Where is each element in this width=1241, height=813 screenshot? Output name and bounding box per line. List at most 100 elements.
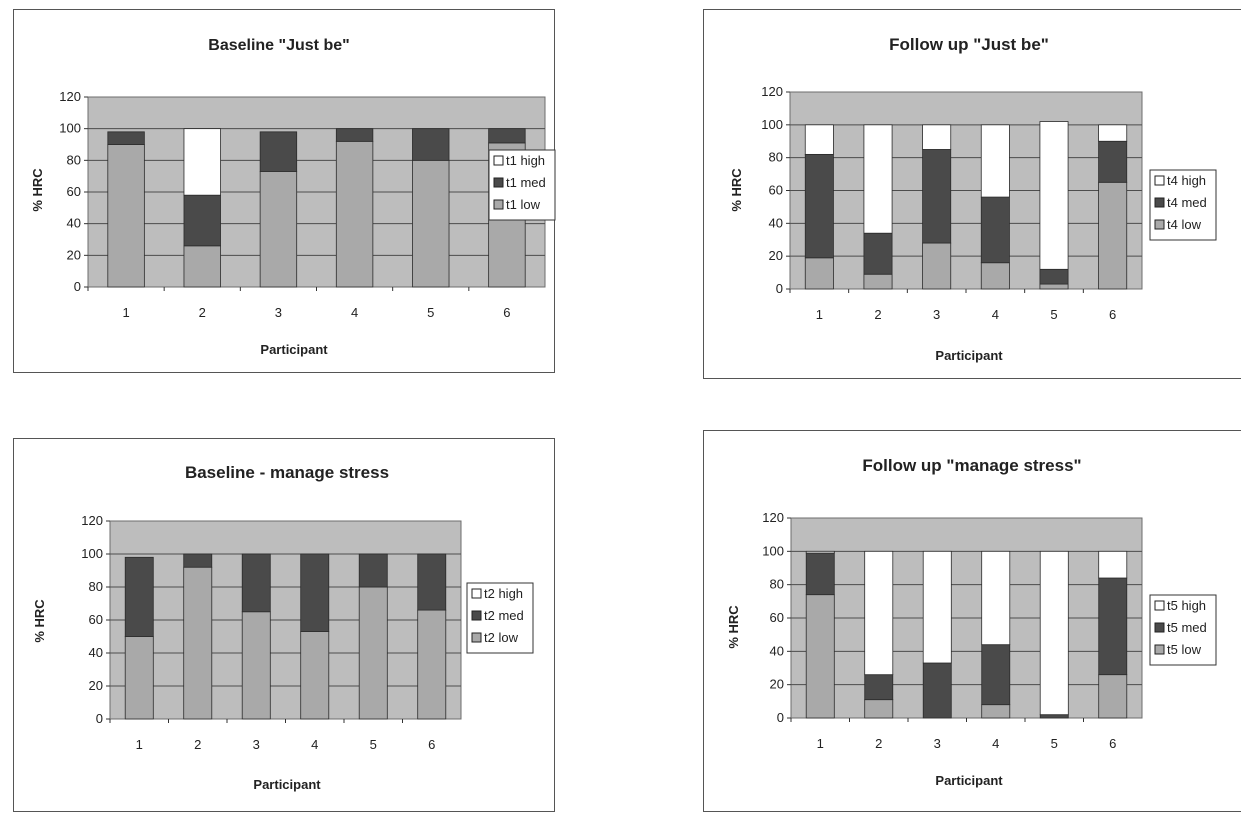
bar-segment-t1-low-p1 bbox=[107, 144, 145, 288]
y-axis-label: % HRC bbox=[30, 168, 45, 212]
x-tick-label: 3 bbox=[934, 736, 941, 751]
bar-segment-t5-high-p1 bbox=[805, 550, 835, 554]
bar-segment-t2-low-p5 bbox=[358, 586, 388, 720]
bar-segment-t2-low-p4 bbox=[300, 631, 330, 720]
y-tick-label: 40 bbox=[769, 215, 783, 230]
bar-segment-t4-med-p1 bbox=[804, 153, 834, 259]
y-tick-label: 20 bbox=[770, 677, 784, 692]
bar-segment-t5-low-p6 bbox=[1098, 674, 1128, 719]
y-tick-label: 100 bbox=[762, 543, 784, 558]
y-tick-label: 0 bbox=[776, 281, 783, 296]
chart-title: Follow up "Just be" bbox=[889, 35, 1049, 54]
y-tick-label: 40 bbox=[67, 216, 81, 231]
bar-segment-t5-high-p4 bbox=[981, 550, 1011, 646]
bar-segment-t1-med-p5 bbox=[412, 128, 450, 161]
y-axis-label: % HRC bbox=[726, 605, 741, 649]
legend-swatch-t4-med bbox=[1154, 197, 1165, 208]
chart-title: Baseline "Just be" bbox=[208, 37, 349, 54]
x-tick-label: 5 bbox=[370, 737, 377, 752]
bar-segment-t4-med-p3 bbox=[922, 149, 952, 244]
legend-swatch-t2-low bbox=[471, 632, 482, 643]
legend-swatch-t5-med bbox=[1154, 622, 1165, 633]
legend-swatch-t5-low bbox=[1154, 644, 1165, 655]
y-axis-label: % HRC bbox=[32, 599, 47, 643]
bar-segment-t5-med-p5 bbox=[1039, 714, 1069, 719]
legend-label-t2-low: t2 low bbox=[484, 630, 519, 645]
y-tick-label: 80 bbox=[89, 579, 103, 594]
legend-swatch-t5-high bbox=[1154, 600, 1165, 611]
bar-segment-t4-med-p2 bbox=[863, 232, 893, 275]
x-tick-label: 1 bbox=[816, 307, 823, 322]
bar-segment-t5-med-p2 bbox=[864, 674, 894, 701]
legend-swatch-t2-med bbox=[471, 610, 482, 621]
y-tick-label: 80 bbox=[67, 152, 81, 167]
x-tick-label: 3 bbox=[253, 737, 260, 752]
bar-segment-t5-med-p1 bbox=[805, 552, 835, 596]
y-tick-label: 60 bbox=[89, 612, 103, 627]
legend-label-t4-med: t4 med bbox=[1167, 195, 1207, 210]
y-tick-label: 120 bbox=[59, 89, 81, 104]
y-tick-label: 20 bbox=[67, 247, 81, 262]
bar-segment-t2-med-p5 bbox=[358, 553, 388, 588]
y-tick-label: 120 bbox=[81, 513, 103, 528]
bar-segment-t5-low-p1 bbox=[805, 594, 835, 719]
y-tick-label: 120 bbox=[761, 84, 783, 99]
bar-segment-t2-med-p1 bbox=[124, 556, 154, 637]
bar-segment-t5-high-p6 bbox=[1098, 550, 1128, 579]
x-tick-label: 4 bbox=[992, 307, 999, 322]
bar-segment-t2-low-p1 bbox=[124, 636, 154, 720]
chart-panel-followup-manage-stress: Follow up "manage stress" % HRC Particip… bbox=[703, 430, 1241, 812]
bar-segment-t1-high-p2 bbox=[183, 128, 221, 196]
x-tick-label: 1 bbox=[136, 737, 143, 752]
x-tick-label: 2 bbox=[875, 736, 882, 751]
y-tick-label: 80 bbox=[770, 577, 784, 592]
x-tick-label: 5 bbox=[1050, 307, 1057, 322]
y-tick-label: 60 bbox=[67, 184, 81, 199]
bar-segment-t4-low-p3 bbox=[922, 242, 952, 290]
x-tick-label: 4 bbox=[992, 736, 999, 751]
y-axis-label: % HRC bbox=[729, 168, 744, 212]
chart-svg: Follow up "manage stress" % HRC Particip… bbox=[726, 456, 1217, 788]
bar-segment-t4-med-p4 bbox=[980, 196, 1010, 264]
x-axis-label: Participant bbox=[260, 342, 328, 357]
x-tick-label: 2 bbox=[194, 737, 201, 752]
chart-title: Baseline - manage stress bbox=[185, 463, 389, 482]
bar-segment-t5-high-p2 bbox=[864, 550, 894, 676]
bar-segment-t4-high-p2 bbox=[863, 124, 893, 234]
chart-svg: Baseline "Just be" % HRC Participant 0 20… bbox=[30, 37, 556, 357]
legend: t4 high t4 med t4 low bbox=[1149, 169, 1217, 241]
y-tick-label: 40 bbox=[89, 645, 103, 660]
x-tick-label: 3 bbox=[933, 307, 940, 322]
bar-segment-t4-high-p1 bbox=[804, 124, 834, 155]
legend-swatch-t4-low bbox=[1154, 219, 1165, 230]
bar-segment-t2-low-p2 bbox=[183, 566, 213, 720]
legend-swatch-t1-med bbox=[493, 177, 504, 188]
x-tick-label: 1 bbox=[817, 736, 824, 751]
x-tick-label: 1 bbox=[122, 305, 129, 320]
y-tick-label: 120 bbox=[762, 510, 784, 525]
chart-panel-followup-just-be: Follow up "Just be" % HRC Participant 0 2… bbox=[703, 9, 1241, 379]
chart-svg: Follow up "Just be" % HRC Participant 0 2… bbox=[729, 35, 1217, 363]
x-tick-label: 2 bbox=[199, 305, 206, 320]
bar-segment-t5-med-p4 bbox=[981, 644, 1011, 706]
legend-swatch-t2-high bbox=[471, 588, 482, 599]
chart-svg: Baseline - manage stress % HRC Participa… bbox=[32, 463, 534, 792]
y-tick-label: 100 bbox=[59, 121, 81, 136]
y-tick-label: 0 bbox=[777, 710, 784, 725]
chart-title: Follow up "manage stress" bbox=[862, 456, 1081, 475]
bar-segment-t4-low-p6 bbox=[1098, 181, 1128, 290]
legend-label-t5-med: t5 med bbox=[1167, 620, 1207, 635]
legend: t2 high t2 med t2 low bbox=[466, 582, 534, 654]
y-tick-label: 100 bbox=[761, 117, 783, 132]
legend-label-t1-low: t1 low bbox=[506, 197, 541, 212]
bar-segment-t5-med-p3 bbox=[922, 662, 952, 719]
legend-swatch-t1-low bbox=[493, 199, 504, 210]
bar-segment-t4-low-p2 bbox=[863, 273, 893, 290]
bar-segment-t1-med-p1 bbox=[107, 131, 145, 145]
bar-segment-t2-low-p3 bbox=[241, 611, 271, 720]
legend-swatch-t4-high bbox=[1154, 175, 1165, 186]
x-tick-label: 4 bbox=[351, 305, 358, 320]
legend-label-t1-med: t1 med bbox=[506, 175, 546, 190]
x-axis-label: Participant bbox=[935, 773, 1003, 788]
x-tick-label: 6 bbox=[428, 737, 435, 752]
